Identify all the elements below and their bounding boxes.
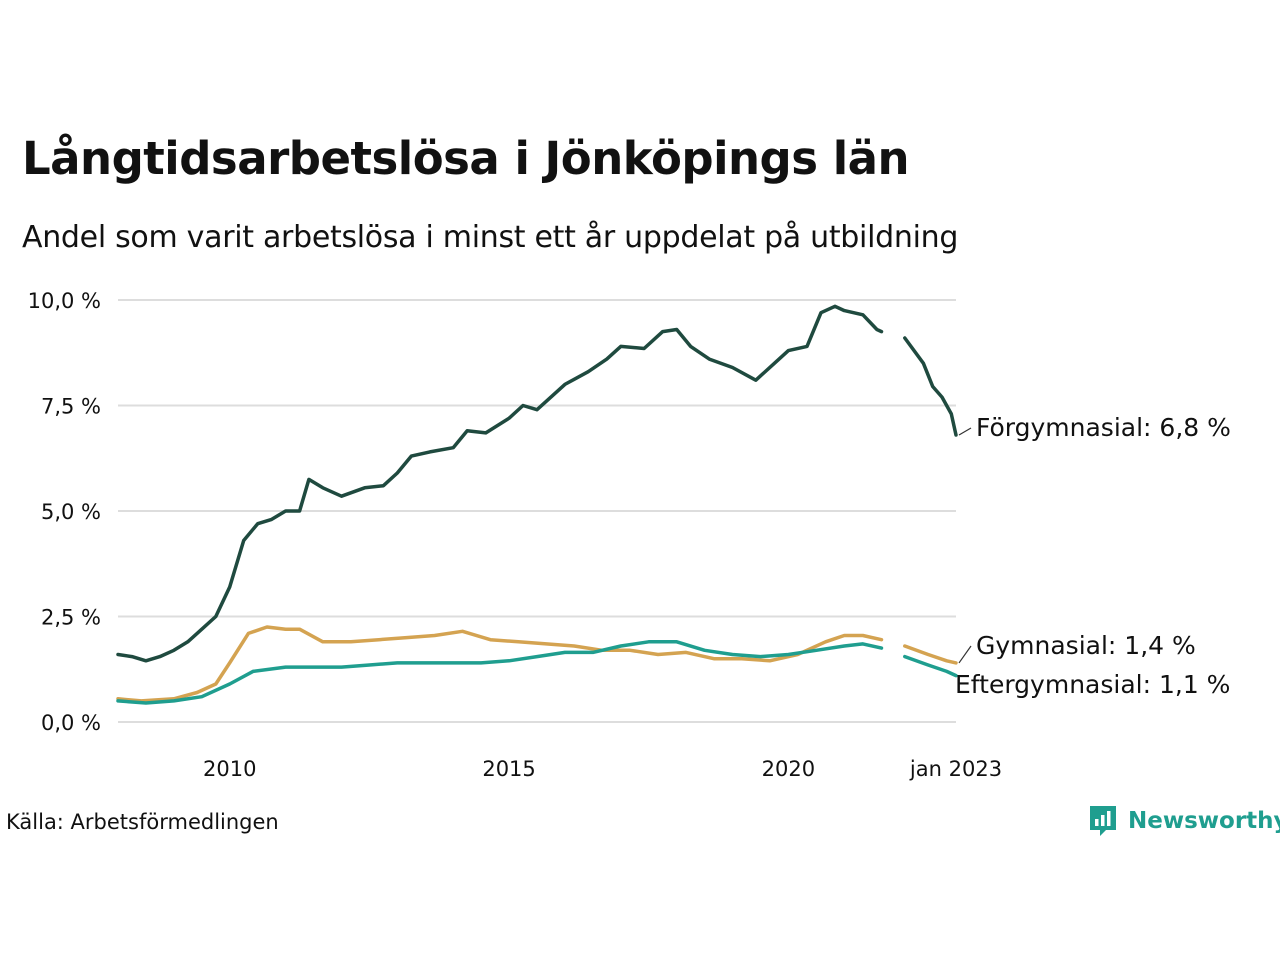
y-tick-label: 2,5 % — [41, 606, 101, 630]
series-line — [116, 640, 958, 705]
chart-title: Långtidsarbetslösa i Jönköpings län — [22, 132, 910, 185]
series-end-label: Förgymnasial: 6,8 % — [976, 413, 1231, 442]
brand-logo: Newsworthy — [1088, 804, 1280, 838]
series-line — [116, 304, 958, 663]
y-tick-label: 7,5 % — [41, 395, 101, 419]
series-line — [116, 625, 958, 703]
x-tick-label: 2010 — [203, 757, 256, 781]
y-tick-label: 5,0 % — [41, 500, 101, 524]
y-tick-label: 0,0 % — [41, 711, 101, 735]
x-tick-label: jan 2023 — [909, 757, 1002, 781]
newsworthy-logo-icon — [1090, 806, 1116, 836]
label-leader — [958, 427, 972, 436]
x-tick-label: 2020 — [762, 757, 815, 781]
x-tick-label: 2015 — [482, 757, 535, 781]
source-note: Källa: Arbetsförmedlingen — [6, 810, 279, 834]
series-end-label: Eftergymnasial: 1,1 % — [955, 670, 1230, 699]
brand-name: Newsworthy — [1128, 808, 1280, 834]
chart-subtitle: Andel som varit arbetslösa i minst ett å… — [22, 220, 959, 255]
y-tick-label: 10,0 % — [28, 289, 101, 313]
label-leader — [958, 645, 972, 664]
series-end-label: Gymnasial: 1,4 % — [976, 631, 1196, 660]
